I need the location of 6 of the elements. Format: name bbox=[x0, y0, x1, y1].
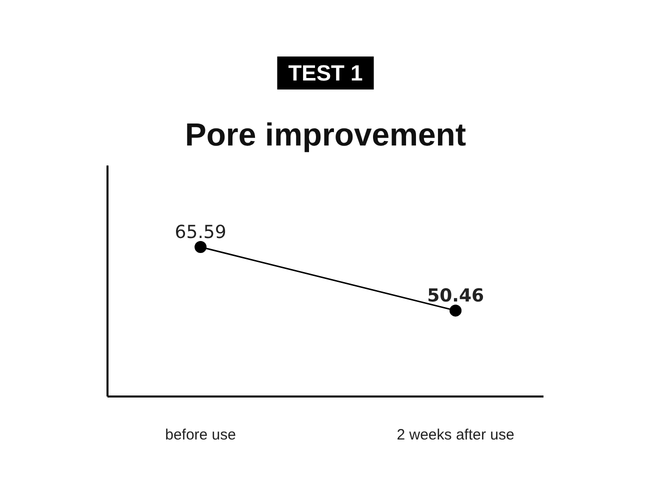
data-label: 50.46 bbox=[427, 286, 484, 307]
x-tick-label: before use bbox=[165, 426, 236, 444]
text: TEST 1 bbox=[288, 60, 363, 86]
x-tick-label: 2 weeks after use bbox=[396, 426, 514, 444]
data-label: 65.59 bbox=[174, 222, 226, 244]
chart-title: Pore improvement bbox=[185, 116, 466, 152]
